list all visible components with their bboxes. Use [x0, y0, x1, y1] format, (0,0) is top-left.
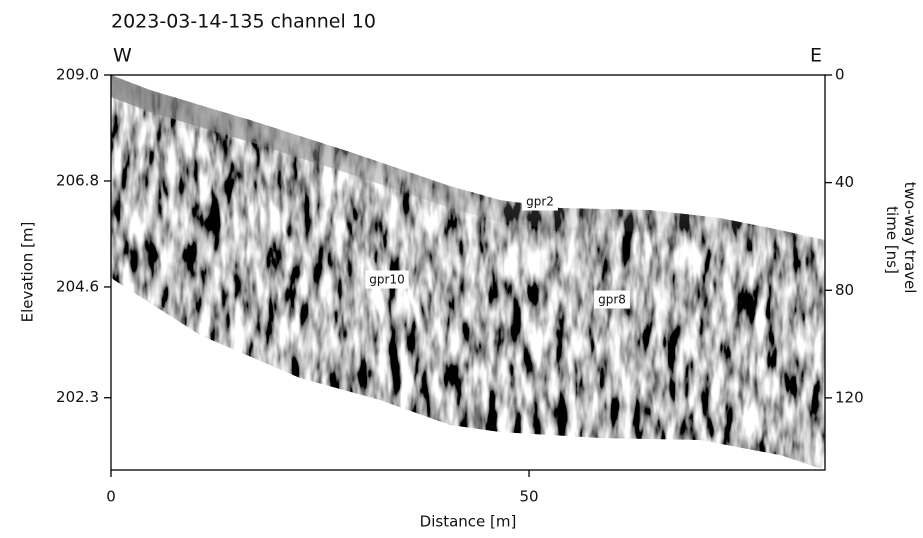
- annotation: gpr8: [594, 290, 630, 309]
- annotation-box: [522, 192, 558, 211]
- annotation-box: [594, 290, 630, 309]
- y-tick-label: 206.8: [56, 171, 99, 189]
- surface-band: [111, 75, 825, 262]
- radargram: [111, 75, 825, 470]
- left-end-label: W: [113, 45, 132, 67]
- y2-tick-label: 0: [835, 66, 845, 84]
- y2-axis-label-line: two-way travel: [902, 182, 920, 294]
- y-tick-label: 204.6: [56, 277, 99, 295]
- y2-tick-label: 40: [835, 173, 854, 191]
- plot-frame: [110, 74, 826, 471]
- y2-axis-label: two-way travel time [ns]: [884, 182, 920, 298]
- annotation-box: [365, 270, 409, 289]
- annotation: gpr10: [365, 270, 409, 289]
- x-axis-label: Distance [m]: [420, 513, 517, 531]
- annotation-label: gpr2: [526, 195, 554, 209]
- y-tick-label: 202.3: [56, 388, 99, 406]
- chart-title: 2023-03-14-135 channel 10: [111, 11, 376, 33]
- y-tick-label: 209.0: [56, 66, 99, 84]
- annotation-label: gpr10: [369, 273, 404, 287]
- y2-axis-label-line: time [ns]: [884, 206, 902, 274]
- x-tick-label: 50: [519, 488, 538, 506]
- right-end-label: E: [810, 45, 822, 67]
- annotation-label: gpr8: [598, 293, 626, 307]
- y-axis-label: Elevation [m]: [19, 222, 37, 323]
- y2-tick-label: 80: [835, 281, 854, 299]
- y2-tick-label: 120: [835, 388, 864, 406]
- annotation: gpr2: [522, 192, 558, 211]
- x-tick-label: 0: [106, 488, 116, 506]
- radargram-image: [111, 75, 825, 470]
